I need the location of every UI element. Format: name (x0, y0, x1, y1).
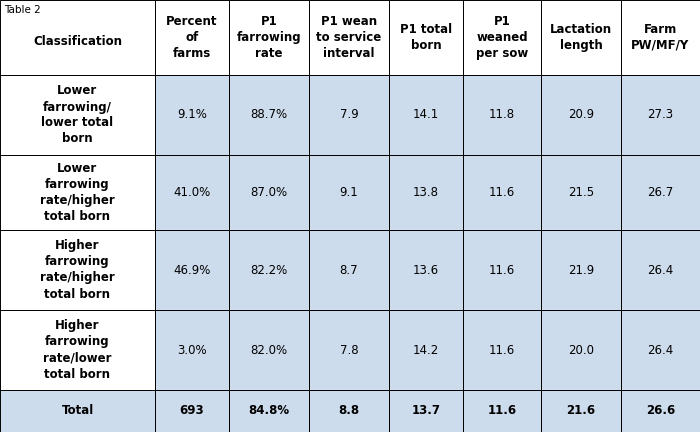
Bar (463, 155, 541, 230)
Bar (389, 390, 463, 432)
Text: 46.9%: 46.9% (174, 264, 211, 276)
Bar (541, 75, 621, 155)
Text: 9.1: 9.1 (340, 186, 358, 199)
Bar (229, 75, 309, 155)
Text: 41.0%: 41.0% (174, 186, 211, 199)
Bar (0, 310, 155, 390)
Text: 8.8: 8.8 (338, 404, 360, 417)
Bar (541, 155, 621, 230)
Text: 87.0%: 87.0% (251, 186, 288, 199)
Bar (541, 0, 621, 75)
Text: 7.9: 7.9 (340, 108, 358, 121)
Bar (541, 310, 621, 390)
Text: Table 2: Table 2 (4, 5, 41, 15)
Text: Higher
farrowing
rate/higher
total born: Higher farrowing rate/higher total born (40, 239, 115, 301)
Text: 26.4: 26.4 (648, 264, 673, 276)
Text: P1
weaned
per sow: P1 weaned per sow (476, 15, 528, 60)
Text: 11.6: 11.6 (487, 404, 517, 417)
Bar (0, 75, 155, 155)
Text: 13.7: 13.7 (412, 404, 440, 417)
Text: P1 total
born: P1 total born (400, 23, 452, 52)
Bar (155, 230, 229, 310)
Bar (155, 155, 229, 230)
Bar (621, 230, 700, 310)
Text: Classification: Classification (33, 35, 122, 48)
Text: 14.1: 14.1 (413, 108, 439, 121)
Text: 13.6: 13.6 (413, 264, 439, 276)
Bar (229, 0, 309, 75)
Bar (463, 390, 541, 432)
Text: 11.8: 11.8 (489, 108, 515, 121)
Bar (541, 390, 621, 432)
Bar (155, 75, 229, 155)
Bar (621, 310, 700, 390)
Bar (309, 390, 389, 432)
Bar (0, 0, 155, 75)
Bar (309, 310, 389, 390)
Bar (389, 310, 463, 390)
Bar (229, 310, 309, 390)
Text: 20.0: 20.0 (568, 343, 594, 356)
Text: Percent
of
farms: Percent of farms (167, 15, 218, 60)
Text: Lower
farrowing/
lower total
born: Lower farrowing/ lower total born (41, 85, 113, 146)
Bar (389, 230, 463, 310)
Bar (389, 155, 463, 230)
Text: 21.6: 21.6 (566, 404, 596, 417)
Text: 26.4: 26.4 (648, 343, 673, 356)
Text: 11.6: 11.6 (489, 343, 515, 356)
Text: 14.2: 14.2 (413, 343, 439, 356)
Text: 27.3: 27.3 (648, 108, 673, 121)
Bar (463, 0, 541, 75)
Text: 3.0%: 3.0% (177, 343, 206, 356)
Bar (229, 390, 309, 432)
Text: Lower
farrowing
rate/higher
total born: Lower farrowing rate/higher total born (40, 162, 115, 223)
Bar (155, 310, 229, 390)
Text: 8.7: 8.7 (340, 264, 358, 276)
Bar (229, 155, 309, 230)
Bar (389, 75, 463, 155)
Text: 7.8: 7.8 (340, 343, 358, 356)
Bar (0, 230, 155, 310)
Bar (309, 155, 389, 230)
Bar (463, 310, 541, 390)
Bar (463, 75, 541, 155)
Text: 26.6: 26.6 (646, 404, 675, 417)
Bar (621, 75, 700, 155)
Bar (621, 0, 700, 75)
Text: 11.6: 11.6 (489, 186, 515, 199)
Text: P1
farrowing
rate: P1 farrowing rate (237, 15, 301, 60)
Bar (0, 390, 155, 432)
Bar (541, 230, 621, 310)
Text: 9.1%: 9.1% (177, 108, 207, 121)
Bar (621, 155, 700, 230)
Bar (155, 390, 229, 432)
Bar (0, 155, 155, 230)
Bar (389, 0, 463, 75)
Text: Total: Total (62, 404, 94, 417)
Text: Higher
farrowing
rate/lower
total born: Higher farrowing rate/lower total born (43, 320, 112, 381)
Bar (463, 230, 541, 310)
Text: 11.6: 11.6 (489, 264, 515, 276)
Bar (229, 230, 309, 310)
Text: 88.7%: 88.7% (251, 108, 288, 121)
Text: 20.9: 20.9 (568, 108, 594, 121)
Text: Farm
PW/MF/Y: Farm PW/MF/Y (631, 23, 690, 52)
Text: 21.9: 21.9 (568, 264, 594, 276)
Text: 84.8%: 84.8% (248, 404, 290, 417)
Text: 82.2%: 82.2% (251, 264, 288, 276)
Bar (309, 0, 389, 75)
Text: 13.8: 13.8 (413, 186, 439, 199)
Bar (309, 230, 389, 310)
Text: 693: 693 (180, 404, 204, 417)
Bar (309, 75, 389, 155)
Bar (621, 390, 700, 432)
Text: P1 wean
to service
interval: P1 wean to service interval (316, 15, 382, 60)
Text: 26.7: 26.7 (648, 186, 673, 199)
Text: 21.5: 21.5 (568, 186, 594, 199)
Bar (155, 0, 229, 75)
Text: Lactation
length: Lactation length (550, 23, 612, 52)
Text: 82.0%: 82.0% (251, 343, 288, 356)
